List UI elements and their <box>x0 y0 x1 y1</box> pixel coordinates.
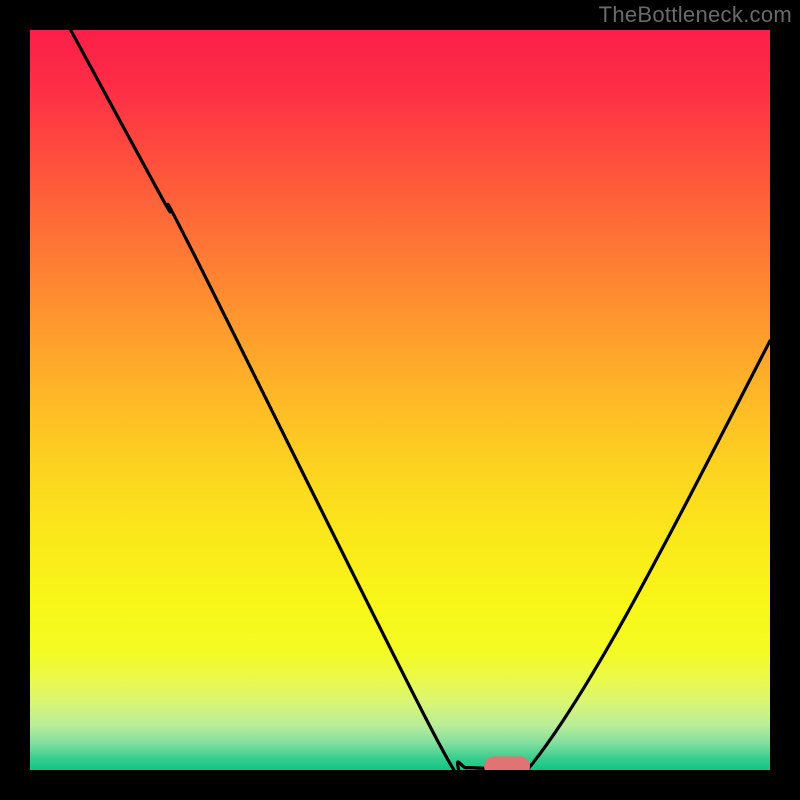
plot-area <box>30 30 770 770</box>
watermark-text: TheBottleneck.com <box>599 2 792 28</box>
chart-stage: TheBottleneck.com <box>0 0 800 800</box>
gradient-background <box>30 30 770 770</box>
optimum-marker <box>484 757 530 770</box>
